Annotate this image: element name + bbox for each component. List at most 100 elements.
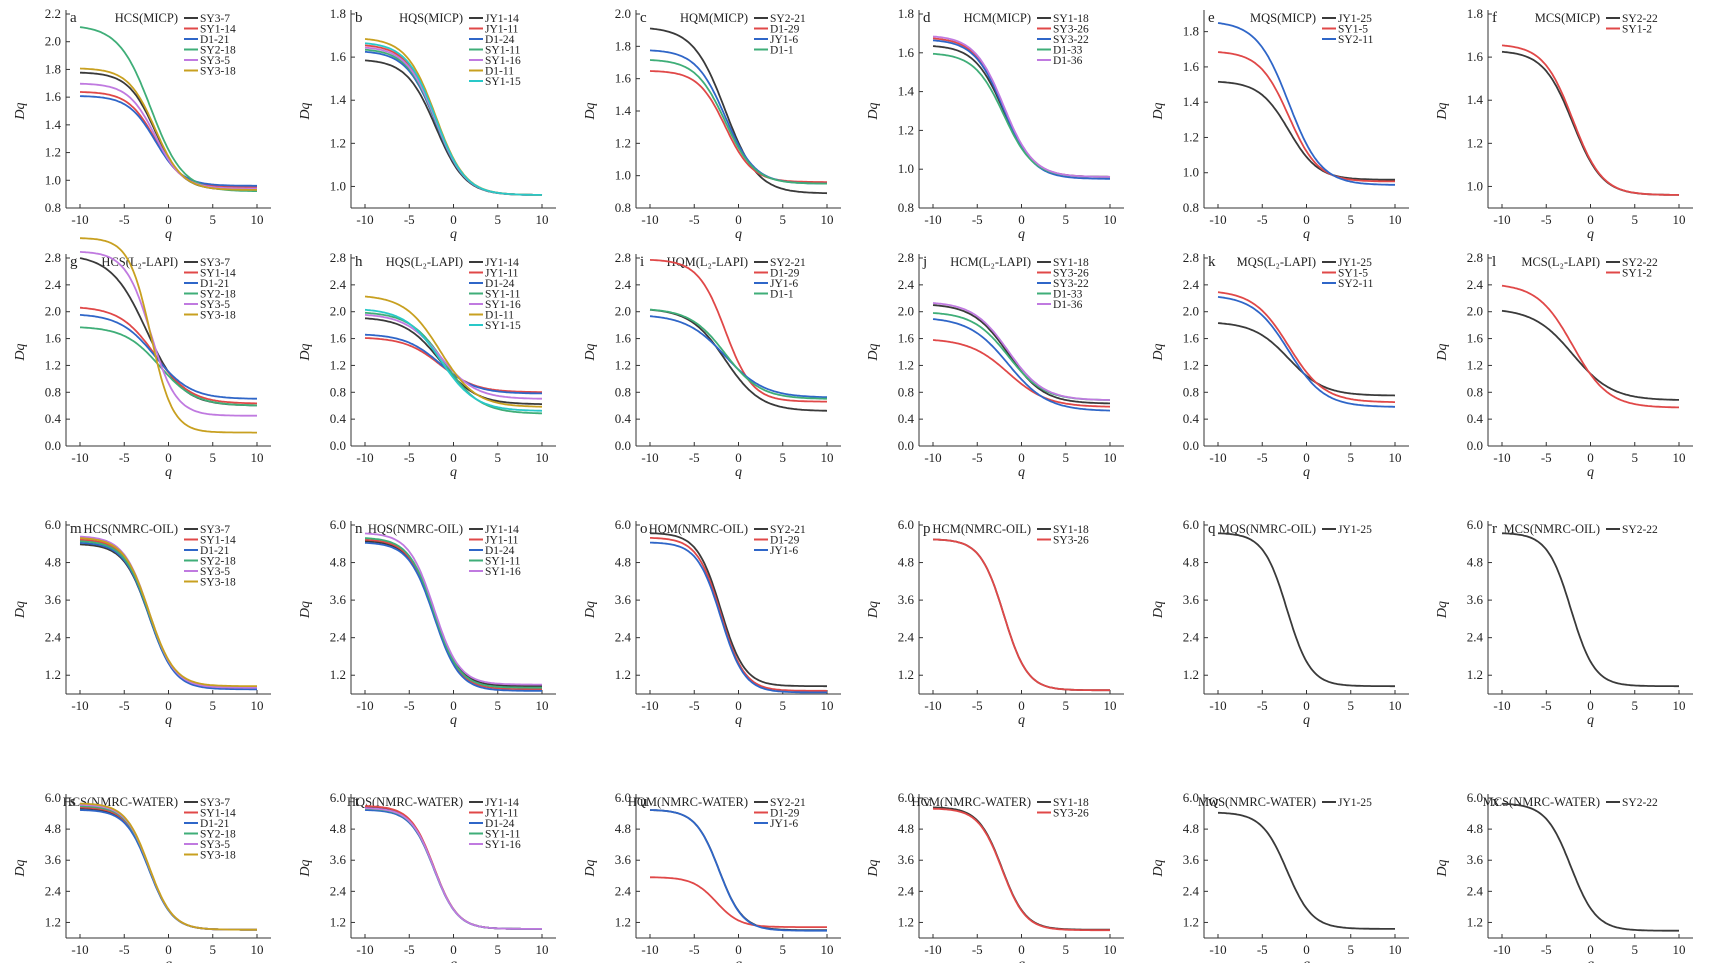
y-tick-label: 1.8 — [615, 38, 631, 53]
y-tick-label: 6.0 — [615, 790, 631, 805]
y-axis-label: Dq — [1435, 343, 1450, 361]
y-tick-label: 0.8 — [898, 384, 914, 399]
legend-entry: JY1-25 — [1338, 13, 1372, 25]
x-tick-label: -10 — [356, 450, 373, 465]
y-axis-label: Dq — [1151, 859, 1166, 877]
x-axis-label: q — [735, 227, 742, 242]
x-tick-label: 5 — [210, 212, 217, 227]
series-line-JY1-11 — [364, 44, 543, 196]
panel-letter: c — [640, 10, 647, 26]
x-tick-label: 5 — [1632, 698, 1639, 713]
y-tick-label: 6.0 — [45, 517, 61, 532]
series-line-SY1-15 — [364, 308, 543, 412]
panel-letter: f — [1492, 10, 1497, 26]
legend-entry: SY2-18 — [200, 45, 236, 57]
series-line-JY1-6 — [649, 315, 827, 399]
x-tick-label: -10 — [71, 212, 88, 227]
x-tick-label: 10 — [1673, 212, 1686, 227]
legend-entry: JY1-6 — [770, 34, 798, 46]
legend-entry: SY1-15 — [485, 320, 521, 332]
series-line-SY3-18 — [79, 537, 257, 687]
legend-entry: SY3-5 — [200, 55, 230, 67]
y-tick-label: 0.0 — [1183, 438, 1199, 453]
legend-entry: SY2-21 — [770, 257, 806, 269]
x-tick-label: -5 — [1257, 698, 1268, 713]
x-tick-label: 5 — [1632, 212, 1639, 227]
legend-entry: JY1-14 — [485, 524, 519, 536]
series-line-SY2-11 — [1217, 22, 1395, 186]
panel-title: MCS(L₂-LAPI) — [1521, 255, 1600, 269]
y-tick-label: 3.6 — [1467, 592, 1484, 607]
y-tick-label: 0.0 — [1467, 438, 1483, 453]
legend-entry: SY1-14 — [200, 535, 236, 547]
legend-entry: SY3-5 — [200, 299, 230, 311]
x-tick-label: 5 — [780, 212, 787, 227]
y-tick-label: 3.6 — [1183, 852, 1200, 867]
y-axis-label: Dq — [298, 601, 313, 619]
panel-title: MQS(L₂-LAPI) — [1237, 255, 1316, 269]
y-axis-label: Dq — [583, 601, 598, 619]
legend-entry: D1-29 — [770, 268, 800, 280]
x-tick-label: -5 — [404, 698, 415, 713]
panel-j: 0.0 0.4 0.8 1.2 1.6 2.0 2.4 2.8 -10 -5 0 5 10 q Dq j HCM… — [866, 250, 1124, 480]
x-tick-label: -5 — [1257, 212, 1268, 227]
x-tick-label: -5 — [972, 698, 983, 713]
legend-entry: SY3-26 — [1053, 535, 1089, 547]
y-tick-label: 0.8 — [1183, 200, 1199, 215]
x-tick-label: 10 — [1389, 212, 1402, 227]
x-tick-label: -5 — [1541, 212, 1552, 227]
x-tick-label: -10 — [71, 698, 88, 713]
y-tick-label: 1.2 — [45, 357, 61, 372]
series-line-JY1-25 — [1218, 811, 1395, 930]
legend-entry: SY3-7 — [200, 257, 230, 269]
x-tick-label: 0 — [1018, 942, 1025, 957]
series-line-D1-1 — [649, 59, 827, 185]
y-tick-label: 4.8 — [898, 555, 914, 570]
x-tick-label: 0 — [1587, 942, 1594, 957]
y-axis-label: Dq — [1151, 343, 1166, 361]
panel-letter: l — [1492, 254, 1496, 270]
series-line-SY1-11 — [365, 537, 542, 689]
panel-u: 1.2 2.4 3.6 4.8 6.0 -10 -5 0 5 10 q Dq uHQM(NMRC-WAT… — [583, 790, 841, 963]
series-line-SY3-18 — [79, 802, 257, 931]
panel-title: HQS(MICP) — [399, 11, 463, 25]
panel-l: 0.0 0.4 0.8 1.2 1.6 2.0 2.4 2.8 -10 -5 0 5 10 q Dq l MCS… — [1435, 250, 1693, 480]
y-tick-label: 2.4 — [898, 883, 915, 898]
series-line-SY3-5 — [79, 251, 257, 417]
y-tick-label: 2.8 — [1183, 250, 1199, 265]
legend-entry: D1-29 — [770, 24, 800, 36]
y-tick-label: 6.0 — [330, 790, 346, 805]
x-axis-label: q — [1018, 465, 1025, 480]
y-tick-label: 2.4 — [615, 883, 632, 898]
y-tick-label: 1.2 — [330, 357, 346, 372]
y-tick-label: 1.6 — [898, 45, 915, 60]
panel-letter: n — [355, 521, 363, 537]
y-tick-label: 1.2 — [615, 357, 631, 372]
panel-letter: j — [922, 254, 927, 270]
legend-entry: SY3-18 — [200, 310, 236, 322]
y-axis-label: Dq — [1435, 601, 1450, 619]
y-tick-label: 1.2 — [615, 667, 631, 682]
legend-entry: JY1-25 — [1338, 524, 1372, 536]
legend-entry: JY1-14 — [485, 13, 519, 25]
legend-entry: JY1-6 — [770, 278, 798, 290]
legend-entry: SY1-11 — [485, 45, 521, 57]
y-tick-label: 1.0 — [1183, 165, 1199, 180]
legend-entry: D1-33 — [1053, 289, 1083, 301]
y-tick-label: 1.8 — [330, 6, 346, 21]
y-tick-label: 0.0 — [615, 438, 631, 453]
series-line-SY1-18 — [932, 304, 1110, 405]
series-line-D1-24 — [364, 50, 543, 196]
y-tick-label: 1.4 — [330, 92, 347, 107]
panel-title: MQS(MICP) — [1250, 11, 1316, 25]
x-tick-label: 0 — [450, 212, 457, 227]
panel-letter: g — [70, 254, 78, 270]
y-tick-label: 1.0 — [898, 161, 914, 176]
panel-letter: m — [70, 521, 82, 537]
panel-f: 1.0 1.2 1.4 1.6 1.8 -10 -5 0 5 10 q Dq f MCS(MICP) SY2… — [1435, 6, 1693, 242]
series-line-SY3-26 — [933, 538, 1110, 692]
y-tick-label: 1.6 — [330, 331, 347, 346]
y-tick-label: 3.6 — [1467, 852, 1484, 867]
x-tick-label: 10 — [821, 212, 834, 227]
legend-entry: SY2-21 — [770, 13, 806, 25]
